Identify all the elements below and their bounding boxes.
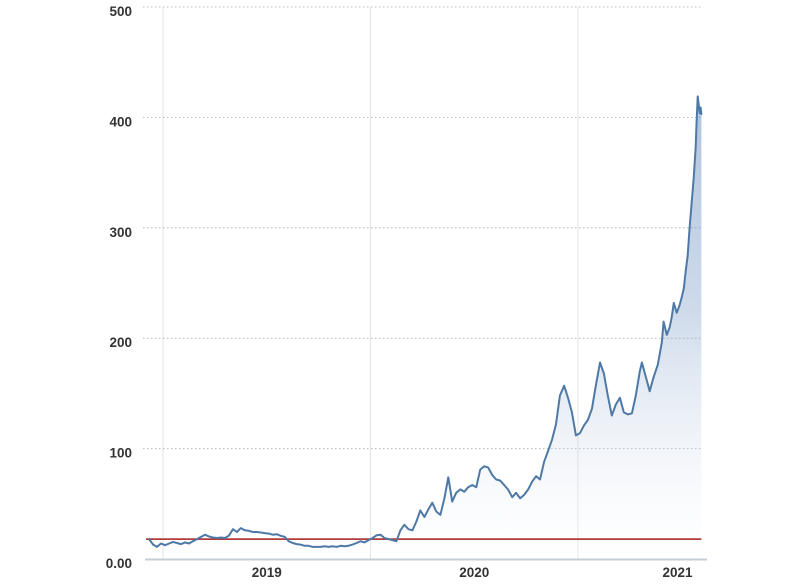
x-axis-tick-label: 2019 [252,565,282,580]
y-axis-tick-label: 100 [109,446,132,461]
y-axis-tick-label: 400 [109,114,132,129]
y-axis-tick-label: 0.00 [106,556,132,571]
y-axis-tick-label: 500 [109,4,132,19]
x-axis-tick-label: 2021 [663,565,694,580]
price-line [148,95,703,548]
y-axis-tick-label: 200 [109,335,132,350]
area-fill [149,96,702,560]
y-axis-tick-label: 300 [109,225,132,240]
x-axis-tick-label: 2020 [459,565,489,580]
